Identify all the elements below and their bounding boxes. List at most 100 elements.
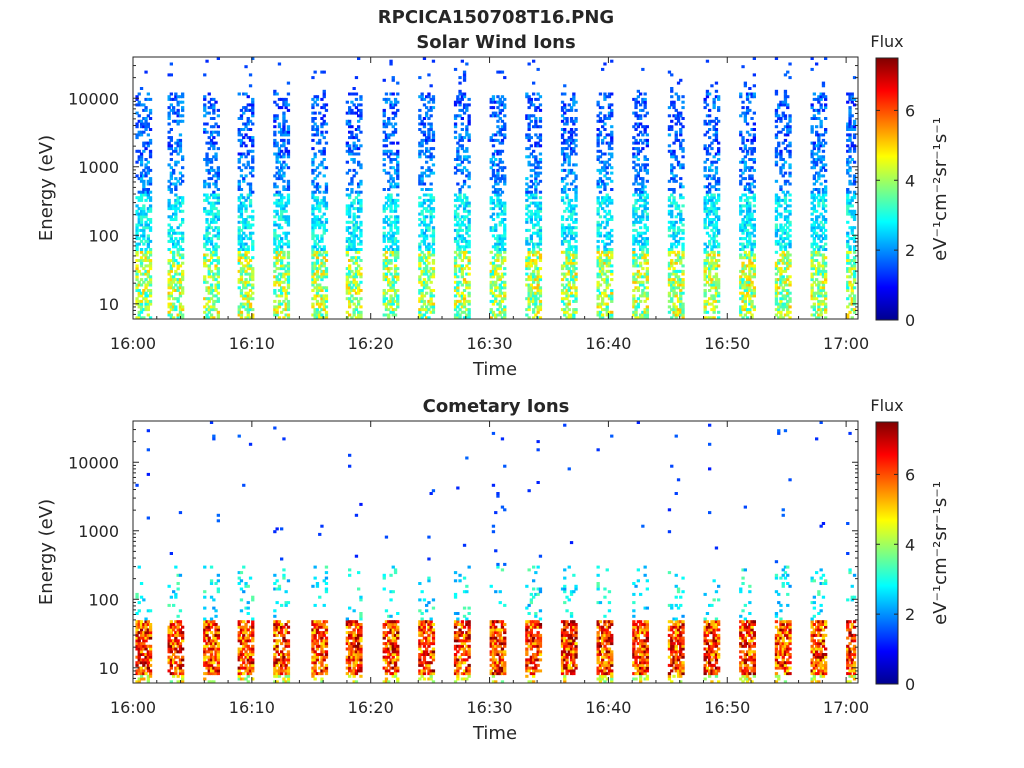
spectrogram-cell [315,299,320,303]
spectrogram-cell [359,190,363,194]
spectrogram-cell [422,253,427,257]
spectrogram-cell [605,141,609,145]
spectrogram-cell [239,201,244,205]
spectrogram-cell [137,155,141,159]
spectrogram-cell [572,141,576,145]
spectrogram-cell [607,196,612,200]
spectrogram-cell [601,179,605,183]
spectrogram-cell [286,179,291,183]
spectrogram-cell [741,272,745,276]
spectrogram-cell [572,286,576,290]
spectrogram-cell [453,250,458,254]
spectrogram-cell [710,259,714,262]
spectrogram-cell [714,207,719,211]
spectrogram-cell [425,280,429,284]
spectrogram-cell [596,234,600,238]
spectrogram-cell [357,250,361,254]
spectrogram-cell [178,147,183,151]
spectrogram-cell [496,193,500,197]
spectrogram-cell [460,228,464,232]
spectrogram-cell [739,275,743,279]
spectrogram-cell [216,166,220,170]
spectrogram-cell [216,256,220,260]
spectrogram-cell [348,212,352,216]
spectrogram-cell [632,256,636,260]
spectrogram-cell [169,182,173,186]
spectrogram-cell [565,310,569,314]
spectrogram-cell [717,179,721,183]
spectrogram-cell [172,275,176,279]
spectrogram-cell [284,264,288,268]
spectrogram-cell [169,152,173,156]
spectrogram-cell [244,133,248,137]
spectrogram-cell [420,209,424,213]
spectrogram-cell [717,278,721,282]
spectrogram-cell [242,286,246,290]
spectrogram-cell [251,114,255,118]
spectrogram-cell [574,275,578,279]
spectrogram-cell [458,245,462,249]
spectrogram-cell [273,261,277,265]
spectrogram-cell [244,92,248,96]
spectrogram-cell [244,166,248,170]
spectrogram-cell [389,280,393,284]
spectrogram-cell [498,207,502,211]
spectrogram-cell [574,291,578,295]
spectrogram-cell [357,226,361,230]
spectrogram-cell [641,275,645,279]
spectrogram-cell [396,141,400,145]
spectrogram-cell [712,264,716,268]
spectrogram-cell [389,253,393,257]
spectrogram-cell [420,95,424,99]
spectrogram-cell [425,228,429,232]
spectrogram-cell [714,245,719,249]
spectrogram-cell [178,291,183,295]
spectrogram-cell [273,92,277,96]
spectrogram-cell [425,149,429,153]
spectrogram-cell [244,155,248,159]
spectrogram-cell [712,103,716,107]
spectrogram-cell [496,201,500,205]
spectrogram-cell [391,103,395,107]
spectrogram-cell [389,245,393,249]
spectrogram-cell [572,149,576,153]
spectrogram-cell [703,209,707,213]
spectrogram-cell [391,130,395,134]
spectrogram-cell [169,267,173,271]
spectrogram-cell [536,269,540,273]
spectrogram-cell [703,289,707,292]
spectrogram-cell [458,92,462,96]
spectrogram-cell [489,280,493,284]
spectrogram-cell [176,261,180,265]
spectrogram-cell [214,179,218,183]
spectrogram-cell [491,190,496,194]
spectrogram-cell [176,141,180,145]
spectrogram-cell [634,155,638,159]
spectrogram-cell [139,158,144,161]
spectrogram-cell [603,168,607,172]
spectrogram-cell [743,267,747,271]
spectrogram-cell [610,111,614,115]
spectrogram-cell [538,209,543,213]
spectrogram-cell [172,305,176,309]
spectrogram-cell [282,280,286,284]
spectrogram-cell [743,250,747,254]
spectrogram-cell [251,223,255,227]
spectrogram-cell [717,280,721,284]
spectrogram-cell [598,275,603,279]
spectrogram-cell [209,253,214,257]
spectrogram-cell [739,207,743,211]
spectrogram-cell [641,237,645,241]
spectrogram-cell [431,294,436,298]
spectrogram-cell [178,310,183,314]
spectrogram-cell [427,128,431,131]
spectrogram-cell [348,193,352,197]
spectrogram-cell [144,117,148,120]
spectrogram-cell [382,209,386,213]
spectrogram-cell [538,160,543,164]
spectrogram-cell [205,297,209,301]
spectrogram-cell [565,119,569,123]
spectrogram-cell [714,209,719,213]
spectrogram-cell [148,259,153,262]
spectrogram-cell [142,237,146,241]
